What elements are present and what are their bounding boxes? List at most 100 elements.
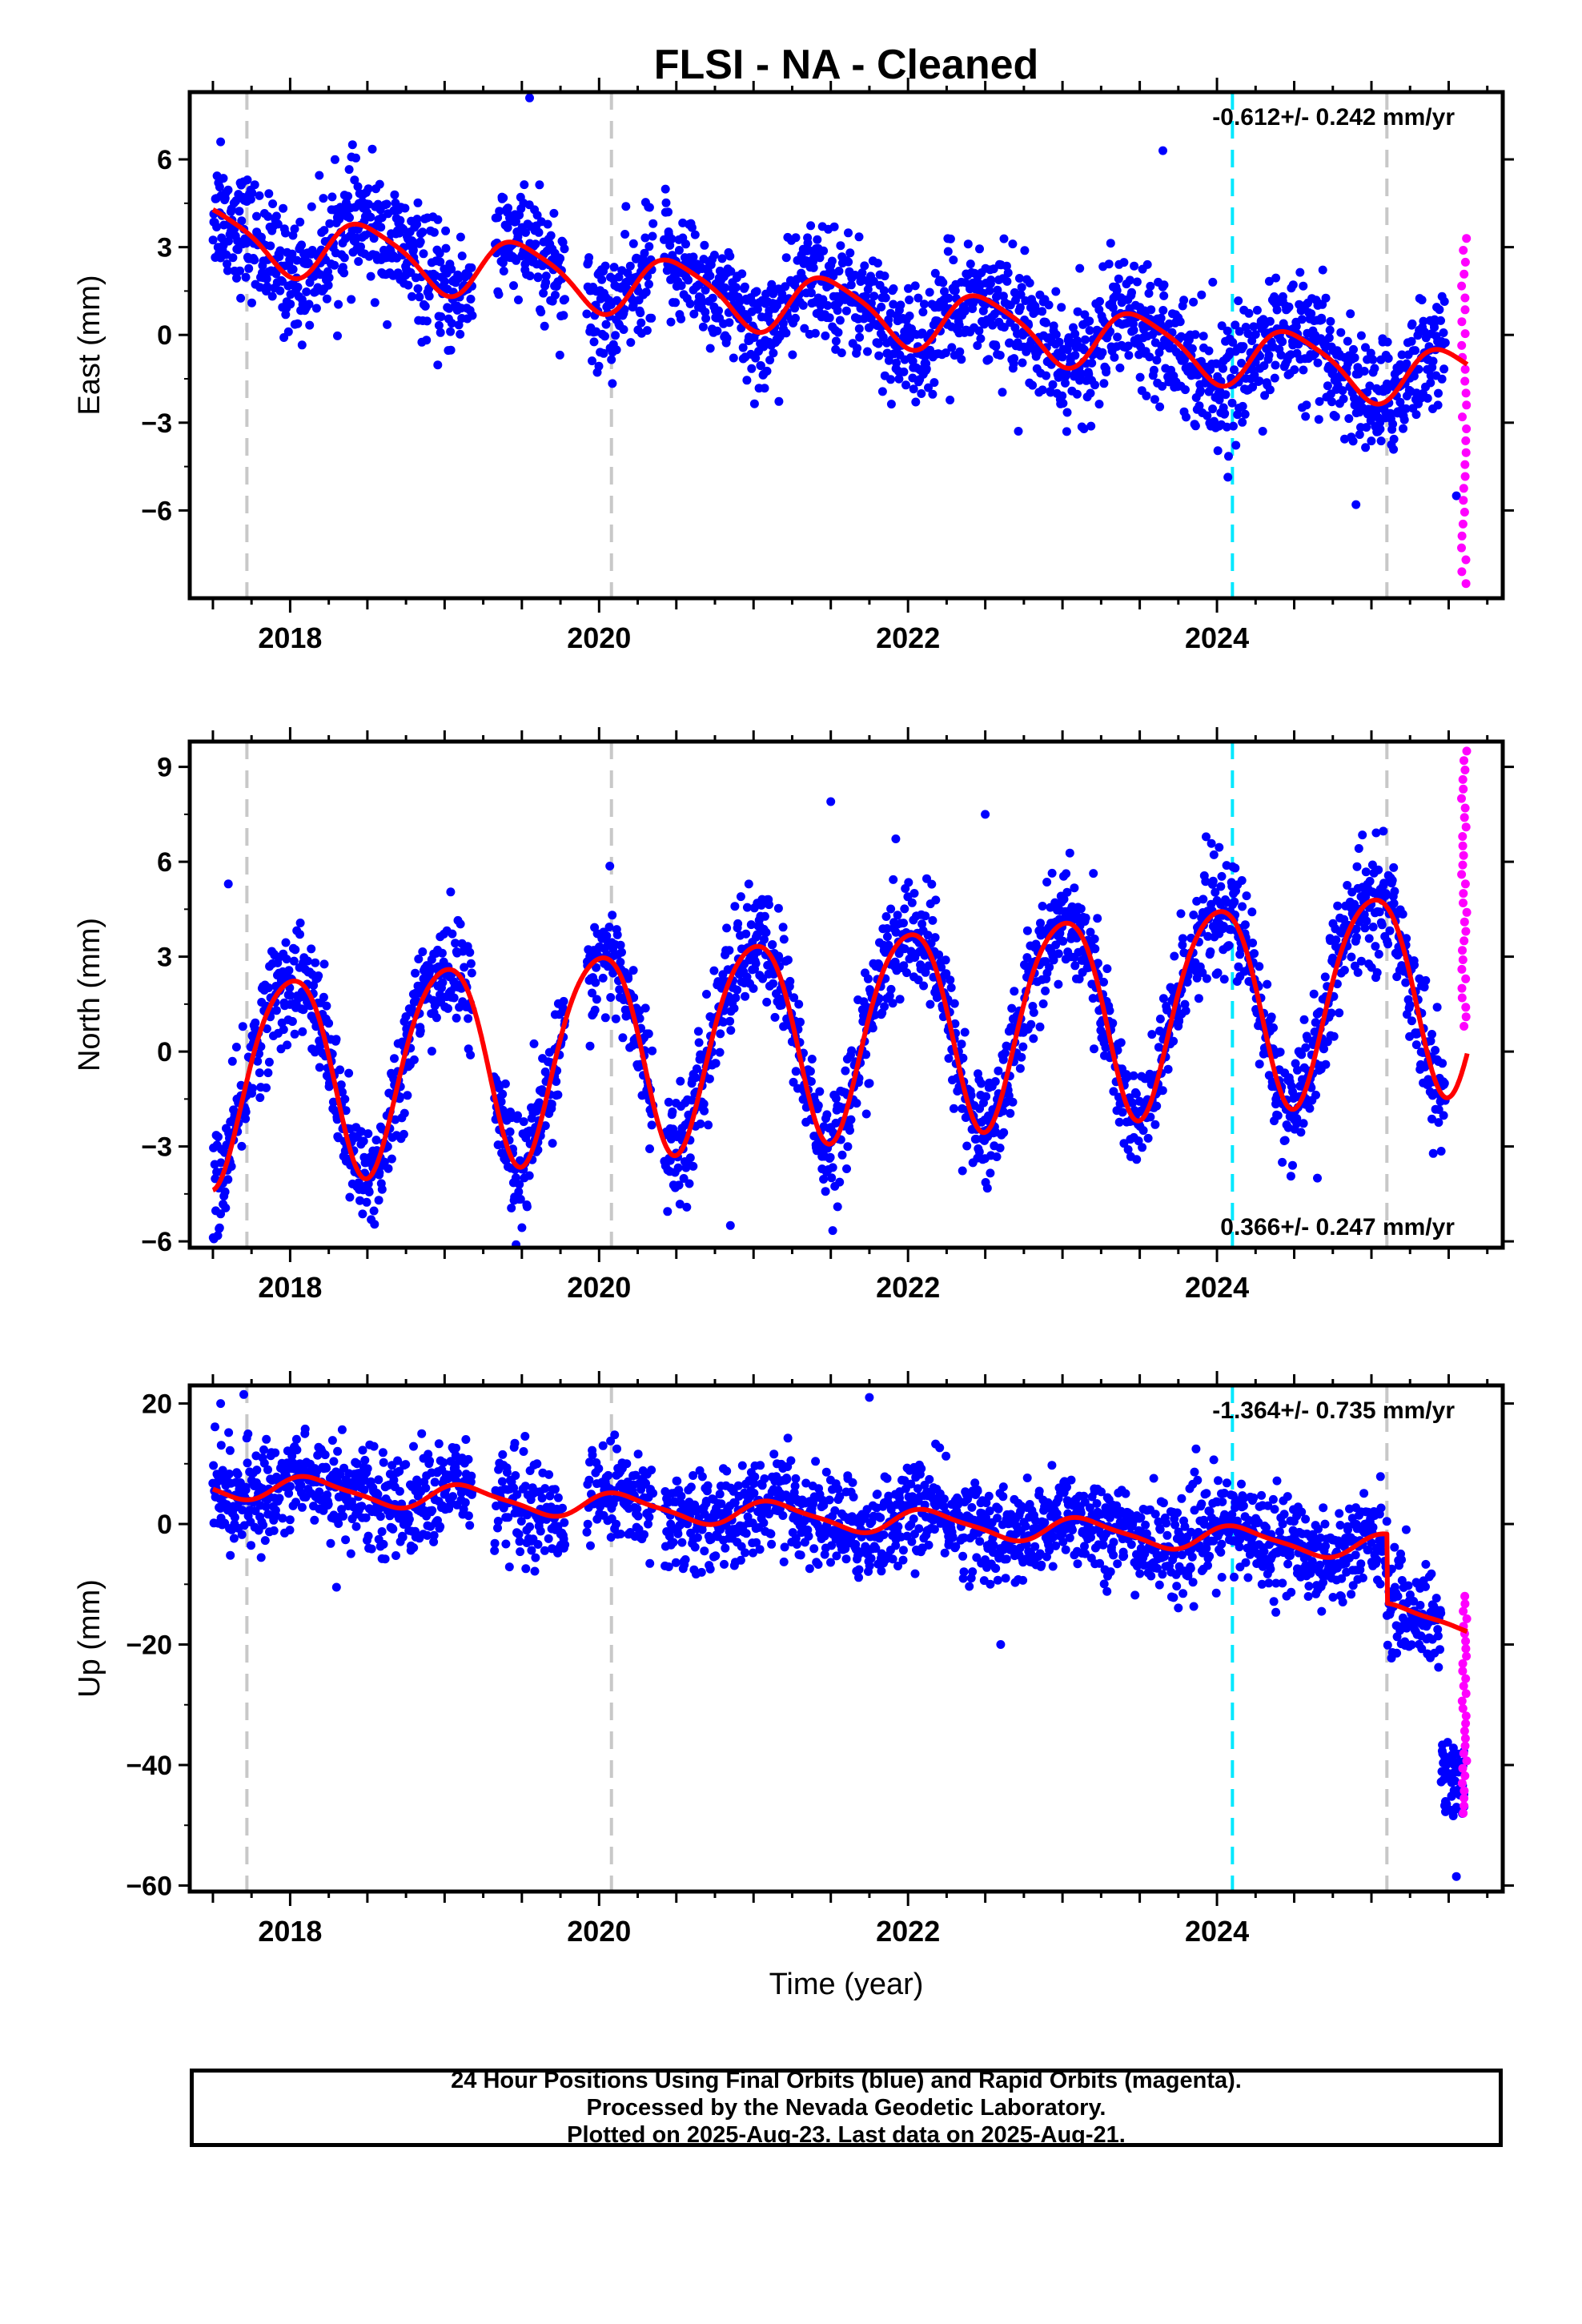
- north-final-point: [825, 1152, 835, 1162]
- north-final-point: [1269, 1023, 1278, 1032]
- east-final-point: [1350, 353, 1359, 363]
- east-final-point: [928, 389, 938, 399]
- north-final-point: [465, 947, 475, 957]
- north-final-point: [1240, 920, 1250, 930]
- north-final-point: [411, 968, 420, 978]
- north-final-point: [251, 1018, 260, 1027]
- north-final-point: [264, 1057, 274, 1067]
- north-final-point: [986, 1168, 995, 1178]
- north-final-point: [547, 1100, 556, 1109]
- east-final-point: [1407, 336, 1416, 346]
- north-rapid-point: [1457, 983, 1467, 993]
- north-final-point: [805, 1067, 815, 1076]
- east-final-point: [836, 241, 845, 251]
- north-final-point: [1398, 910, 1407, 919]
- east-final-orbit-points: [208, 93, 1461, 509]
- north-rate-label: 0.366+/- 0.247 mm/yr: [1220, 1214, 1455, 1240]
- east-final-point: [714, 306, 723, 316]
- east-final-point: [594, 361, 604, 371]
- east-final-point: [1249, 322, 1259, 332]
- north-xtick-label: 2018: [258, 1271, 322, 1304]
- east-final-point: [600, 261, 610, 271]
- east-final-point: [621, 202, 631, 211]
- east-rapid-point: [1460, 305, 1470, 315]
- east-final-point: [1402, 359, 1411, 368]
- east-final-point: [416, 237, 425, 247]
- north-final-point: [778, 923, 788, 932]
- east-final-point: [1299, 281, 1308, 291]
- north-final-point: [868, 1023, 877, 1033]
- east-final-point: [611, 331, 620, 340]
- east-rapid-point: [1461, 436, 1471, 445]
- east-final-point: [955, 347, 965, 356]
- east-final-point: [833, 328, 843, 337]
- east-final-point: [1327, 397, 1336, 407]
- east-final-point: [921, 364, 931, 374]
- north-final-point: [227, 1056, 237, 1066]
- east-final-point: [641, 287, 651, 297]
- north-final-point: [1170, 951, 1179, 961]
- east-final-point: [973, 341, 982, 350]
- east-final-point: [806, 288, 816, 298]
- north-final-point: [1439, 1079, 1449, 1088]
- east-final-point: [628, 239, 638, 248]
- north-final-point: [1158, 994, 1168, 1003]
- north-final-point: [1427, 1030, 1436, 1039]
- east-final-point: [446, 345, 456, 355]
- east-rapid-point: [1459, 246, 1468, 255]
- north-final-point: [238, 1022, 247, 1031]
- east-final-point: [1278, 337, 1287, 347]
- north-rapid-point: [1457, 794, 1466, 803]
- north-final-point: [895, 995, 905, 1004]
- north-final-point: [364, 1188, 374, 1196]
- north-rapid-point: [1457, 993, 1467, 1003]
- east-final-point: [685, 299, 695, 308]
- east-final-point: [382, 199, 391, 209]
- east-final-point: [541, 278, 551, 287]
- east-final-point: [509, 281, 518, 291]
- east-final-point: [440, 277, 449, 287]
- east-final-point: [1145, 352, 1154, 362]
- north-final-point: [606, 993, 616, 1002]
- east-final-point: [228, 253, 238, 263]
- north-final-point: [553, 1090, 563, 1100]
- east-final-point: [351, 153, 360, 163]
- east-final-point: [791, 313, 800, 323]
- east-final-point: [367, 144, 377, 154]
- north-final-point: [438, 978, 448, 987]
- east-final-point: [1025, 278, 1034, 287]
- east-final-point: [353, 182, 363, 191]
- east-final-point: [499, 193, 508, 203]
- east-rapid-point: [1457, 543, 1466, 553]
- east-final-point: [1270, 292, 1279, 301]
- up-final-point: [285, 1515, 295, 1525]
- north-final-point: [946, 975, 955, 985]
- east-final-point: [1086, 388, 1095, 398]
- east-final-point: [877, 387, 887, 396]
- east-final-point: [626, 338, 636, 348]
- north-final-point: [387, 1154, 396, 1164]
- east-final-point: [1062, 408, 1072, 417]
- east-final-point: [241, 272, 251, 282]
- north-ytick-label: −6: [141, 1227, 172, 1257]
- east-final-point: [677, 314, 686, 324]
- north-final-point: [930, 933, 940, 943]
- east-final-point: [1348, 436, 1358, 446]
- east-final-point: [1135, 372, 1145, 382]
- north-final-point: [807, 1055, 817, 1063]
- east-final-point: [250, 180, 259, 190]
- east-final-point: [689, 309, 699, 319]
- east-final-point: [944, 293, 954, 303]
- east-final-point: [1367, 436, 1376, 446]
- east-final-point: [1399, 424, 1407, 433]
- east-final-point: [1434, 388, 1443, 398]
- east-final-point: [1288, 280, 1298, 290]
- up-final-point: [233, 1470, 243, 1479]
- north-final-point: [865, 1079, 874, 1088]
- east-ylabel: East (mm): [73, 275, 106, 415]
- north-final-point: [383, 1164, 393, 1173]
- east-final-point: [307, 246, 317, 255]
- north-final-point: [298, 1027, 307, 1036]
- north-final-point: [1089, 869, 1098, 879]
- east-final-point: [281, 228, 290, 238]
